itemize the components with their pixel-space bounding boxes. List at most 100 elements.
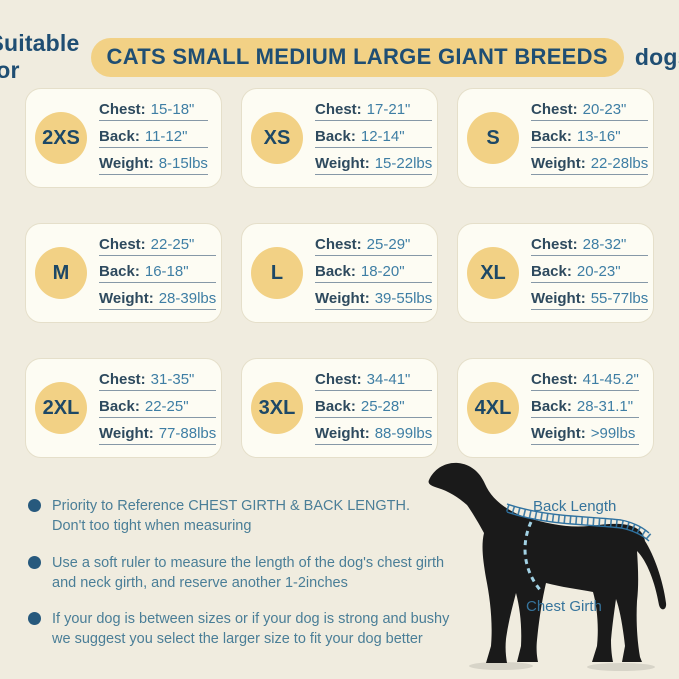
size-card-xs: XS Chest: 17-21" Back: 12-14" Weight: 15-22… (241, 88, 438, 188)
back-value: 20-23" (576, 263, 621, 280)
chest-value: 25-29" (366, 236, 411, 253)
size-badge: 2XS (35, 112, 87, 164)
back-row: Back: 22-25" (99, 398, 217, 418)
back-value: 28-31.1" (576, 398, 634, 415)
weight-row: Weight: 15-22lbs (315, 155, 433, 175)
weight-label: Weight: (315, 155, 370, 172)
back-label: Back: (531, 128, 572, 145)
back-length-line (505, 503, 652, 542)
back-label: Back: (315, 128, 356, 145)
back-label: Back: (315, 263, 356, 280)
chest-label: Chest: (99, 236, 146, 253)
chest-value: 15-18" (150, 101, 195, 118)
weight-value: 28-39lbs (158, 290, 217, 307)
chest-label: Chest: (531, 236, 578, 253)
weight-row: Weight: 28-39lbs (99, 290, 217, 310)
note-text: Priority to Reference CHEST GIRTH & BACK… (52, 498, 411, 535)
weight-label: Weight: (531, 425, 586, 442)
back-row: Back: 16-18" (99, 263, 217, 283)
back-row: Back: 18-20" (315, 263, 433, 283)
weight-value: >99lbs (590, 425, 636, 442)
measuring-notes: Priority to Reference CHEST GIRTH & BACK… (28, 496, 468, 666)
chest-value: 31-35" (150, 371, 195, 388)
back-label: Back: (531, 398, 572, 415)
size-badge: S (467, 112, 519, 164)
header-suffix: dogs (634, 43, 679, 70)
chest-value: 28-32" (582, 236, 627, 253)
size-card-4xl: 4XL Chest: 41-45.2" Back: 28-31.1" Weight:… (457, 358, 654, 458)
weight-row: Weight: 22-28lbs (531, 155, 649, 175)
back-label: Back: (99, 263, 140, 280)
size-card-m: M Chest: 22-25" Back: 16-18" Weight: 28-39l… (25, 223, 222, 323)
size-card-s: S Chest: 20-23" Back: 13-16" Weight: 22-28l… (457, 88, 654, 188)
size-grid: 2XS Chest: 15-18" Back: 11-12" Weight: 8-15… (25, 88, 654, 458)
dog-silhouette-image (428, 462, 667, 671)
back-row: Back: 28-31.1" (531, 398, 639, 418)
note-text: If your dog is between sizes or if your … (52, 611, 450, 648)
chest-row: Chest: 20-23" (531, 101, 649, 121)
header-highlight-pill: CATS SMALL MEDIUM LARGE GIANT BREEDS (90, 37, 624, 77)
back-value: 22-25" (144, 398, 189, 415)
weight-value: 77-88lbs (158, 425, 217, 442)
chest-row: Chest: 31-35" (99, 371, 217, 391)
weight-row: Weight: 77-88lbs (99, 425, 217, 445)
weight-label: Weight: (315, 290, 370, 307)
size-card-3xl: 3XL Chest: 34-41" Back: 25-28" Weight: 88-9… (241, 358, 438, 458)
size-card-l: L Chest: 25-29" Back: 18-20" Weight: 39-55l… (241, 223, 438, 323)
back-value: 25-28" (360, 398, 405, 415)
dog-silhouette (428, 462, 667, 663)
chest-label: Chest: (315, 101, 362, 118)
back-label: Back: (315, 398, 356, 415)
size-badge: 3XL (251, 382, 303, 434)
back-value: 13-16" (576, 128, 621, 145)
chest-label: Chest: (99, 371, 146, 388)
weight-value: 8-15lbs (158, 155, 208, 172)
chest-row: Chest: 41-45.2" (531, 371, 639, 391)
weight-label: Weight: (315, 425, 370, 442)
bullet-dot-icon (28, 499, 41, 512)
size-badge: XL (467, 247, 519, 299)
bullet-dot-icon (28, 555, 41, 569)
back-row: Back: 12-14" (315, 128, 433, 148)
bullet-dot-icon (28, 612, 41, 626)
chest-row: Chest: 15-18" (99, 101, 208, 121)
size-badge: M (35, 247, 87, 299)
back-value: 18-20" (360, 263, 405, 280)
chest-row: Chest: 34-41" (315, 371, 433, 391)
chest-label: Chest: (531, 371, 578, 388)
size-badge: XS (251, 112, 303, 164)
chest-row: Chest: 28-32" (531, 236, 649, 256)
weight-row: Weight: 8-15lbs (99, 155, 208, 175)
chest-value: 17-21" (366, 101, 411, 118)
weight-value: 22-28lbs (590, 155, 649, 172)
note-item: Priority to Reference CHEST GIRTH & BACK… (28, 496, 468, 537)
shadow (469, 662, 533, 670)
chest-label: Chest: (315, 371, 362, 388)
weight-label: Weight: (531, 155, 586, 172)
weight-label: Weight: (99, 425, 154, 442)
header-prefix: Suitable for (0, 30, 80, 83)
back-label: Back: (531, 263, 572, 280)
note-item: If your dog is between sizes or if your … (28, 609, 468, 650)
chest-label: Chest: (99, 101, 146, 118)
chest-row: Chest: 17-21" (315, 101, 433, 121)
weight-label: Weight: (99, 290, 154, 307)
header: Suitable for CATS SMALL MEDIUM LARGE GIA… (0, 30, 679, 84)
back-value: 12-14" (360, 128, 405, 145)
size-card-xl: XL Chest: 28-32" Back: 20-23" Weight: 55-77… (457, 223, 654, 323)
weight-row: Weight: 55-77lbs (531, 290, 649, 310)
chest-row: Chest: 25-29" (315, 236, 433, 256)
chest-label: Chest: (315, 236, 362, 253)
back-label: Back: (99, 128, 140, 145)
back-row: Back: 13-16" (531, 128, 649, 148)
chest-label: Chest: (531, 101, 578, 118)
size-badge: 4XL (467, 382, 519, 434)
weight-label: Weight: (531, 290, 586, 307)
chest-value: 34-41" (366, 371, 411, 388)
back-row: Back: 11-12" (99, 128, 208, 148)
chest-value: 20-23" (582, 101, 627, 118)
back-value: 16-18" (144, 263, 189, 280)
note-text: Use a soft ruler to measure the length o… (52, 554, 445, 591)
weight-value: 15-22lbs (374, 155, 433, 172)
